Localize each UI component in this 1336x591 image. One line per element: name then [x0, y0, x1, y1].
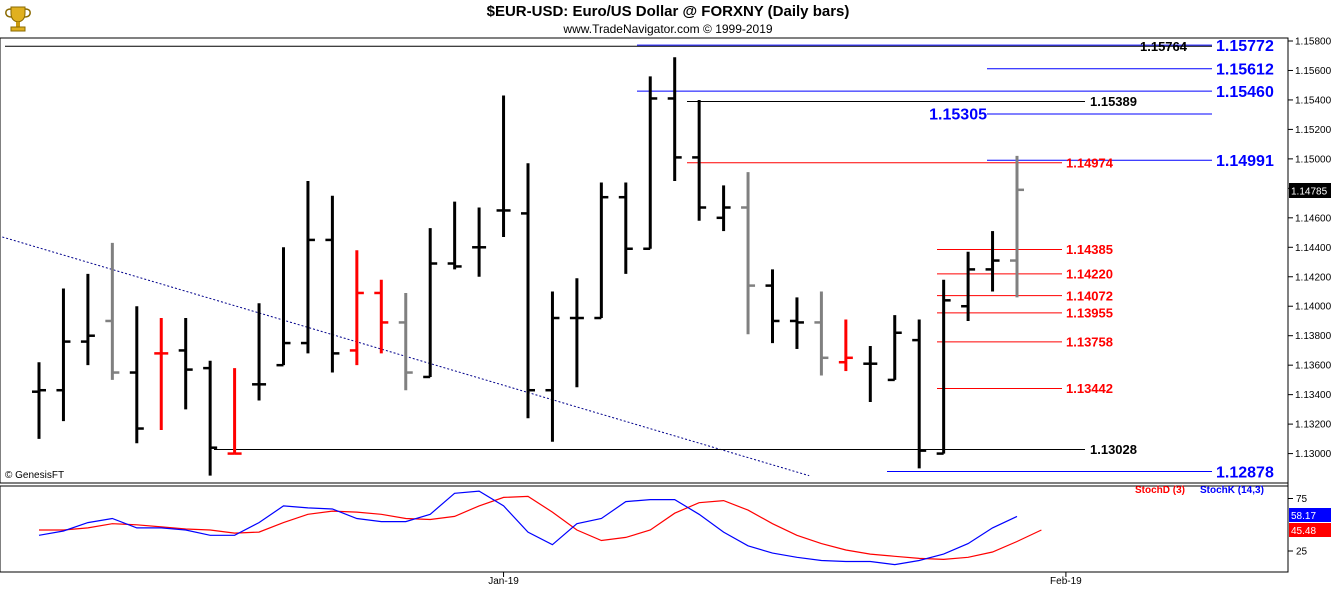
ohlc-bar	[325, 195, 340, 373]
level-label-1.15389: 1.15389	[1090, 94, 1137, 109]
chart-subtitle: www.TradeNavigator.com © 1999-2019	[563, 22, 773, 36]
chart-title: $EUR-USD: Euro/US Dollar @ FORXNY (Daily…	[486, 3, 850, 20]
ohlc-bar	[545, 291, 560, 442]
level-label-1.15772: 1.15772	[1216, 38, 1274, 55]
ohlc-bar	[1010, 155, 1024, 298]
stoch-tick-label: 25	[1296, 547, 1308, 558]
ohlc-bar	[789, 297, 804, 349]
ohlc-bar	[863, 346, 878, 403]
ohlc-bar	[472, 207, 487, 277]
price-tick-label: 1.14000	[1295, 302, 1332, 313]
ohlc-bar	[887, 315, 902, 382]
ohlc-bars-layer	[32, 57, 1024, 476]
price-tick-label: 1.15200	[1295, 125, 1332, 136]
ohlc-bar	[569, 278, 584, 388]
price-tick-label: 1.15600	[1295, 66, 1332, 77]
last-price-tag-bg	[1289, 183, 1331, 198]
ohlc-bar	[496, 95, 511, 237]
ohlc-bar	[300, 180, 315, 354]
level-lines-layer	[5, 44, 1212, 473]
level-label-1.14220: 1.14220	[1066, 266, 1113, 281]
trophy-logo-icon[interactable]	[2, 2, 34, 34]
level-label-1.13758: 1.13758	[1066, 335, 1113, 350]
price-tick-label: 1.13000	[1295, 449, 1332, 460]
price-y-axis: 1.158001.156001.154001.152001.150001.148…	[1288, 37, 1332, 460]
ohlc-bar	[594, 182, 609, 320]
stoch-k-legend: StochK (14,3)	[1200, 485, 1264, 496]
ohlc-bar	[692, 99, 707, 221]
ohlc-bar	[667, 57, 682, 181]
level-label-1.13955: 1.13955	[1066, 306, 1113, 321]
ohlc-bar	[765, 269, 780, 344]
time-tick-label: Jan-19	[488, 576, 519, 587]
ohlc-bar	[741, 172, 756, 335]
ohlc-bar	[618, 182, 633, 274]
level-label-1.15764: 1.15764	[1140, 39, 1188, 54]
stoch-d-legend: StochD (3)	[1135, 485, 1185, 496]
level-label-1.14991: 1.14991	[1216, 153, 1274, 170]
ohlc-bar	[154, 318, 169, 431]
price-tick-label: 1.15800	[1295, 37, 1332, 48]
stoch-d-tag-bg	[1289, 523, 1331, 537]
price-panel-frame	[0, 37, 1289, 484]
price-tick-label: 1.13800	[1295, 331, 1332, 342]
ohlc-bar	[32, 362, 46, 439]
stoch-k-line	[38, 490, 1018, 566]
price-tick-label: 1.15000	[1295, 154, 1332, 165]
time-tick-label: Feb-19	[1050, 576, 1082, 587]
ohlc-bar	[716, 185, 731, 232]
ohlc-bar	[129, 306, 144, 444]
ohlc-bar	[936, 279, 951, 455]
price-tick-label: 1.13400	[1295, 390, 1332, 401]
level-label-1.15612: 1.15612	[1216, 61, 1274, 78]
ohlc-bar	[521, 163, 535, 419]
price-tick-label: 1.14600	[1295, 213, 1332, 224]
stoch-tick-label: 75	[1296, 494, 1308, 505]
ohlc-bar	[814, 291, 829, 376]
ohlc-bar	[252, 303, 267, 401]
ohlc-bar	[961, 251, 976, 321]
level-label-1.15460: 1.15460	[1216, 84, 1274, 101]
stoch-y-axis: 75 25	[1288, 494, 1308, 558]
ohlc-bar	[985, 231, 1000, 292]
ohlc-bar	[203, 360, 218, 476]
price-tick-label: 1.14400	[1295, 243, 1332, 254]
last-price-tag: 1.14785	[1291, 187, 1328, 198]
ohlc-bar	[447, 201, 462, 270]
stoch-k-tag-bg	[1289, 508, 1331, 522]
ohlc-bar	[423, 228, 438, 379]
ohlc-bar	[105, 242, 120, 380]
level-label-1.12878: 1.12878	[1216, 464, 1274, 481]
level-labels-layer: 1.15772 1.15764 1.15612 1.15460 1.15389 1.153…	[929, 38, 1274, 481]
stoch-d-tag: 45.48	[1291, 526, 1316, 537]
level-label-1.14385: 1.14385	[1066, 242, 1113, 257]
ohlc-bar	[912, 319, 927, 469]
stoch-lines-layer	[38, 490, 1042, 566]
ohlc-bar	[398, 292, 413, 391]
price-tick-label: 1.15400	[1295, 95, 1332, 106]
chart-header: $EUR-USD: Euro/US Dollar @ FORXNY (Daily…	[0, 0, 1336, 38]
ohlc-bar	[56, 288, 71, 422]
ohlc-bar	[80, 273, 95, 366]
time-axis-labels: Jan-19 Feb-19	[488, 572, 1082, 587]
level-label-1.15305: 1.15305	[929, 107, 987, 124]
stoch-k-tag: 58.17	[1291, 511, 1316, 522]
level-label-1.14072: 1.14072	[1066, 288, 1113, 303]
ohlc-bar	[349, 250, 364, 366]
ohlc-bar	[643, 76, 658, 251]
ohlc-bar	[227, 368, 242, 455]
level-label-1.13442: 1.13442	[1066, 381, 1113, 396]
ohlc-bar	[276, 247, 291, 367]
price-tick-label: 1.14200	[1295, 272, 1332, 283]
price-tick-label: 1.13200	[1295, 420, 1332, 431]
stoch-d-line	[39, 495, 1042, 561]
level-label-1.13028: 1.13028	[1090, 442, 1137, 457]
copyright-note: © GenesisFT	[5, 470, 64, 481]
ohlc-bar	[178, 318, 193, 410]
price-tick-label: 1.13600	[1295, 361, 1332, 372]
ohlc-bar	[838, 319, 853, 372]
ohlc-bar	[374, 279, 389, 354]
level-label-1.14974: 1.14974	[1066, 155, 1114, 170]
